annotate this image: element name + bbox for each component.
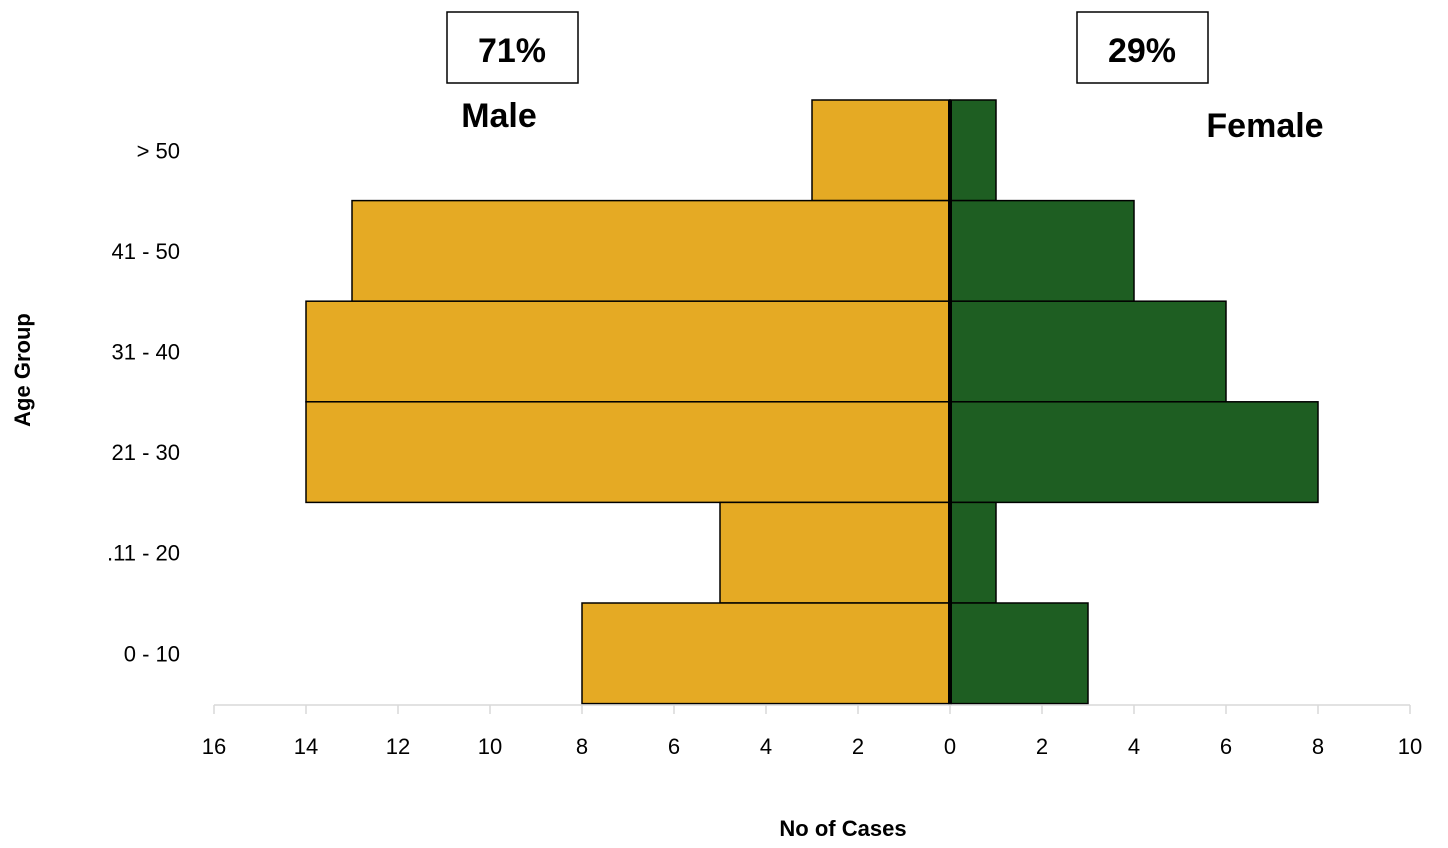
y-category-label-0: > 50 <box>137 138 180 163</box>
x-axis-ticks: 16 14 12 10 8 6 4 2 0 2 4 6 8 10 <box>202 705 1422 759</box>
x-axis-title: No of Cases <box>779 816 906 841</box>
x-tick-label-12: 8 <box>1312 734 1324 759</box>
female-percent-box <box>1076 11 1209 84</box>
male-series-label: Male <box>461 97 537 135</box>
female-bar-4 <box>949 501 997 604</box>
female-bar-3 <box>949 401 1319 504</box>
x-tick-label-8: 0 <box>944 734 956 759</box>
bars-layer <box>305 99 1319 705</box>
y-category-label-2: 31 - 40 <box>112 340 181 365</box>
x-tick-label-13: 10 <box>1398 734 1422 759</box>
female-series-label: Female <box>1206 107 1323 145</box>
female-bar-2 <box>949 300 1227 403</box>
female-bar-5 <box>949 602 1089 705</box>
y-category-label-1: 41 - 50 <box>112 239 181 264</box>
male-bar-2 <box>305 300 951 403</box>
x-tick-label-10: 4 <box>1128 734 1140 759</box>
x-tick-label-1: 14 <box>294 734 318 759</box>
y-category-label-5: 0 - 10 <box>124 641 180 666</box>
x-tick-label-7: 2 <box>852 734 864 759</box>
male-bar-5 <box>581 602 951 705</box>
y-category-label-3: 21 - 30 <box>112 440 181 465</box>
x-tick-label-4: 8 <box>576 734 588 759</box>
x-tick-label-5: 6 <box>668 734 680 759</box>
x-tick-label-0: 16 <box>202 734 226 759</box>
male-bar-0 <box>811 99 951 202</box>
female-bar-1 <box>949 199 1135 302</box>
male-bar-4 <box>719 501 951 604</box>
y-axis-title: Age Group <box>10 313 35 427</box>
x-tick-label-2: 12 <box>386 734 410 759</box>
x-tick-label-9: 2 <box>1036 734 1048 759</box>
female-bar-0 <box>949 99 997 202</box>
female-percent-label: 29% <box>1108 32 1176 70</box>
x-tick-label-11: 6 <box>1220 734 1232 759</box>
male-percent-label: 71% <box>478 32 546 70</box>
male-bar-3 <box>305 401 951 504</box>
male-percent-box <box>446 11 579 84</box>
x-tick-label-3: 10 <box>478 734 502 759</box>
male-bar-1 <box>351 199 951 302</box>
y-category-label-4: .11 - 20 <box>107 541 180 566</box>
y-axis-category-labels: > 50 41 - 50 31 - 40 21 - 30 .11 - 20 0 - 10 <box>107 138 180 666</box>
x-tick-label-6: 4 <box>760 734 772 759</box>
